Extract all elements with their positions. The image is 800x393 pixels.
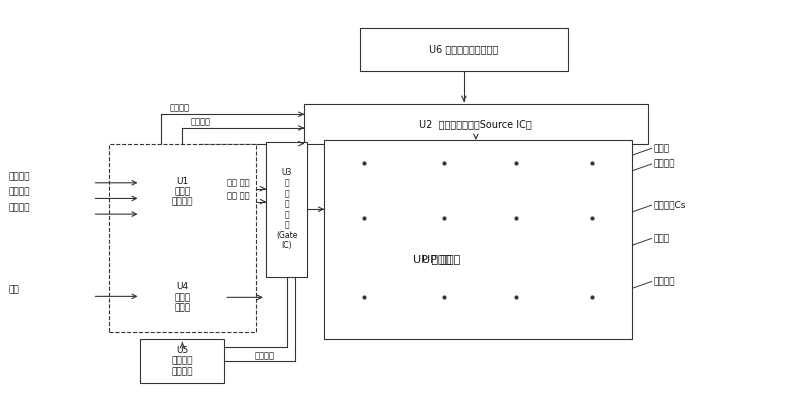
Bar <box>141 153 224 230</box>
Bar <box>141 340 224 382</box>
Text: U1
时序信
号控制器: U1 时序信 号控制器 <box>172 177 193 206</box>
Text: UP 液晶屏: UP 液晶屏 <box>422 253 460 264</box>
Text: U6 灰度级电压产生电路: U6 灰度级电压产生电路 <box>430 45 498 55</box>
Text: 像素电极: 像素电极 <box>654 277 675 286</box>
Text: 公共电极: 公共电极 <box>254 351 274 360</box>
Text: U3
栅
驱
动
电
路
(Gate
IC): U3 栅 驱 动 电 路 (Gate IC) <box>276 168 298 250</box>
Text: 数据总线: 数据总线 <box>170 103 190 112</box>
Text: 控制 信号: 控制 信号 <box>226 178 250 187</box>
Text: UP 液晶屏: UP 液晶屏 <box>413 253 451 264</box>
Text: 数据信号: 数据信号 <box>9 172 30 181</box>
Bar <box>360 28 568 71</box>
Text: 时钟 信号: 时钟 信号 <box>226 191 250 200</box>
Text: 存储电容Cs: 存储电容Cs <box>654 200 686 209</box>
Text: 同步信号: 同步信号 <box>9 187 30 196</box>
Bar <box>266 141 307 277</box>
Bar <box>324 140 631 340</box>
Bar <box>141 273 224 322</box>
Bar <box>304 105 647 143</box>
Text: U4
直流变
换电路: U4 直流变 换电路 <box>174 283 190 312</box>
Bar <box>109 143 256 332</box>
Text: U2  数据驱动电路（Source IC）: U2 数据驱动电路（Source IC） <box>419 119 532 129</box>
Text: 电源: 电源 <box>9 285 19 294</box>
Text: 控制信号: 控制信号 <box>190 118 210 127</box>
Text: U5
公共电极
驱动电路: U5 公共电极 驱动电路 <box>172 346 193 376</box>
Text: 地址线: 地址线 <box>654 144 670 153</box>
Text: 数据线: 数据线 <box>654 234 670 243</box>
Text: 公共电极: 公共电极 <box>654 160 675 169</box>
Text: 时钟信号: 时钟信号 <box>9 203 30 212</box>
